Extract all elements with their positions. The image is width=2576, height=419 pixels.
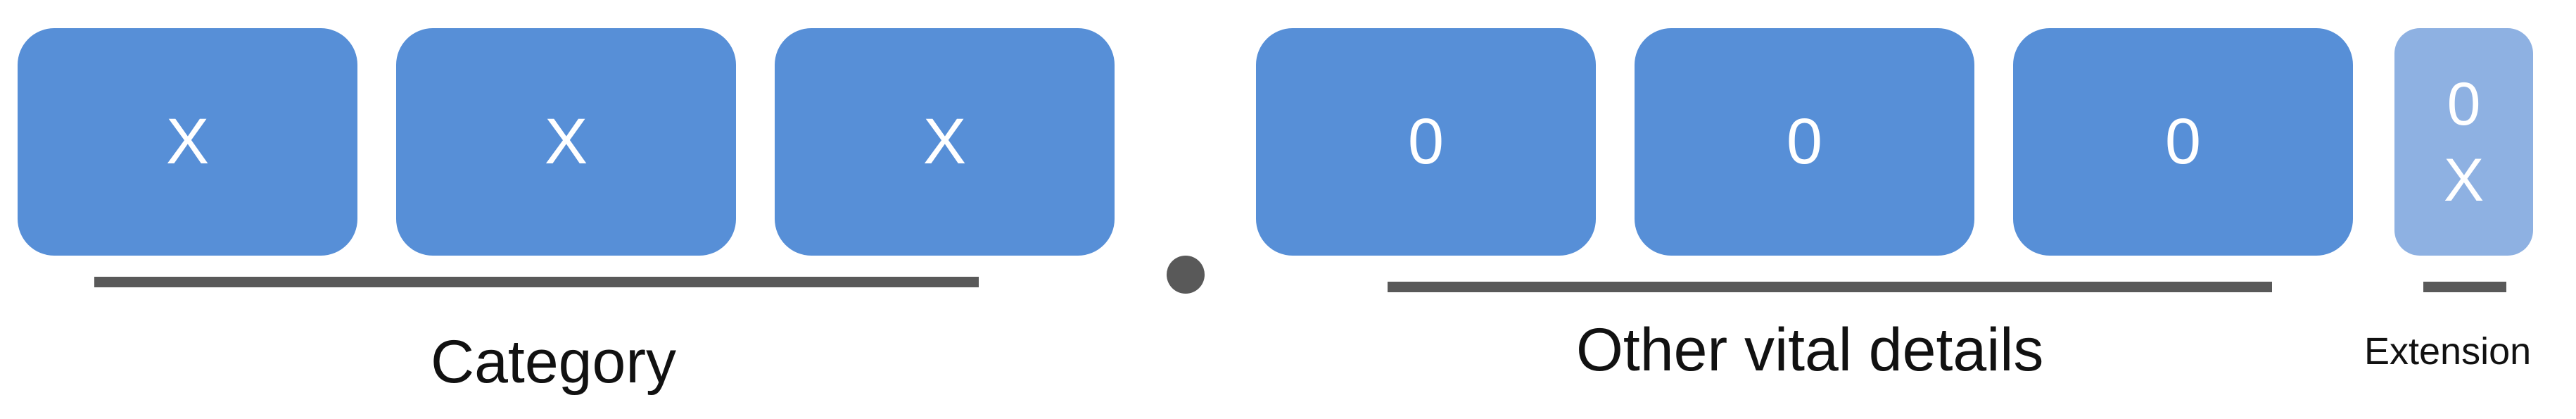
vital-char-1: 0 [1407,106,1445,177]
category-char-1: X [165,106,210,177]
vital-box-2: 0 [1635,28,1974,256]
extension-top-char: 0 [2447,70,2481,138]
category-char-3: X [922,106,967,177]
vital-char-3: 0 [2164,106,2202,177]
extension-box: 0 X [2394,28,2533,256]
vital-box-3: 0 [2013,28,2353,256]
category-label: Category [431,328,676,396]
category-underline [94,277,979,287]
category-box-1: X [18,28,357,256]
dot-separator [1167,256,1205,294]
vital-char-2: 0 [1786,106,1823,177]
category-box-2: X [396,28,736,256]
category-char-2: X [544,106,588,177]
vital-details-label: Other vital details [1576,316,2044,384]
vital-details-underline [1388,282,2272,292]
extension-label: Extension [2364,330,2532,373]
extension-bottom-char: X [2443,146,2485,214]
extension-underline [2423,282,2506,292]
vital-box-1: 0 [1256,28,1596,256]
category-box-3: X [775,28,1115,256]
